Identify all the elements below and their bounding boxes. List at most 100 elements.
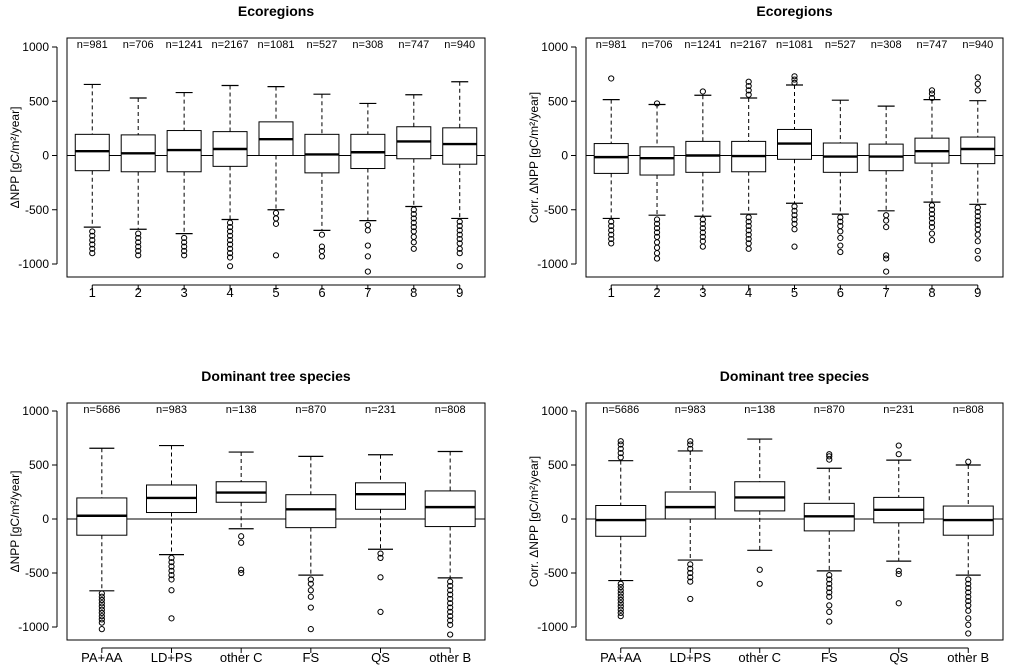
outlier-point xyxy=(608,231,615,238)
outlier-point xyxy=(307,593,314,600)
outlier-point xyxy=(791,243,798,250)
outlier-point xyxy=(965,458,972,465)
outlier-point xyxy=(168,559,175,566)
outlier-point xyxy=(410,224,417,231)
outlier-point xyxy=(745,218,752,225)
outlier-point xyxy=(135,239,142,246)
outlier-point xyxy=(756,566,763,573)
x-tick-label: 5 xyxy=(791,285,798,300)
outlier-point xyxy=(883,224,890,231)
outlier-point xyxy=(410,233,417,240)
box-3 xyxy=(685,88,721,250)
outlier-point xyxy=(272,220,280,227)
box-3 xyxy=(166,91,202,259)
outlier-point xyxy=(238,569,245,577)
box-9 xyxy=(960,74,996,262)
x-tick-label: 6 xyxy=(318,285,325,300)
x-tick-label: 6 xyxy=(837,285,844,300)
outlier-point xyxy=(226,241,234,248)
outlier-point xyxy=(895,567,902,574)
outlier-point xyxy=(965,589,972,596)
outlier-point xyxy=(687,569,694,577)
n-label: n=1241 xyxy=(166,39,203,51)
outlier-point xyxy=(928,90,936,97)
outlier-point xyxy=(181,239,188,246)
outlier-point xyxy=(837,234,844,242)
outlier-point xyxy=(410,210,417,218)
outlier-point xyxy=(826,453,833,460)
n-label: n=983 xyxy=(156,404,187,416)
outlier-point xyxy=(410,219,417,226)
outlier-point xyxy=(895,442,902,449)
outlier-point xyxy=(974,80,981,87)
outlier-point xyxy=(826,608,833,615)
outlier-point xyxy=(928,230,936,237)
outlier-point xyxy=(826,572,833,579)
outlier-point xyxy=(928,206,936,213)
outlier-point xyxy=(974,217,981,224)
outlier-point xyxy=(364,227,371,234)
outlier-point xyxy=(974,208,981,216)
x-tick-label: 4 xyxy=(226,285,233,300)
n-label: n=231 xyxy=(883,404,914,416)
chart-title: Dominant tree species xyxy=(720,368,870,384)
outlier-point xyxy=(617,609,624,617)
outlier-point xyxy=(318,231,326,238)
n-label: n=2167 xyxy=(212,39,249,51)
outlier-point xyxy=(791,203,798,210)
outlier-point xyxy=(928,202,936,209)
outlier-point xyxy=(447,613,454,620)
outlier-point xyxy=(608,240,615,247)
outlier-point xyxy=(745,82,752,90)
box-8 xyxy=(396,94,432,252)
box-1 xyxy=(595,438,647,620)
outlier-point xyxy=(895,451,902,458)
n-label: n=870 xyxy=(814,404,845,416)
outlier-point xyxy=(98,613,105,620)
outlier-point xyxy=(837,218,844,225)
n-label: n=706 xyxy=(123,39,154,51)
box-2 xyxy=(146,444,197,622)
outlier-point xyxy=(98,616,105,623)
outlier-point xyxy=(965,607,972,614)
outlier-point xyxy=(745,214,752,221)
x-tick-label: FS xyxy=(303,650,320,665)
outlier-point xyxy=(608,218,615,225)
box-6 xyxy=(822,99,858,256)
outlier-point xyxy=(181,247,188,255)
n-label: n=1081 xyxy=(776,39,813,51)
outlier-point xyxy=(974,221,981,229)
x-tick-label: other B xyxy=(947,650,989,665)
x-tick-label: other B xyxy=(429,650,471,665)
outlier-point xyxy=(653,250,661,257)
outlier-point xyxy=(226,250,234,257)
outlier-point xyxy=(895,600,902,607)
outlier-point xyxy=(883,217,890,224)
y-tick-label: 500 xyxy=(548,94,568,108)
outlier-point xyxy=(826,576,833,583)
outlier-point xyxy=(745,78,752,85)
outlier-point xyxy=(653,100,661,107)
outlier-point xyxy=(226,254,234,261)
panel-3: Dominant tree species -1000 -500 0 500 1000 ΔN… xyxy=(8,368,486,665)
n-label: n=870 xyxy=(295,404,326,416)
outlier-point xyxy=(974,231,981,238)
outlier-point xyxy=(965,585,972,592)
box-6 xyxy=(304,93,340,260)
iqr-box xyxy=(960,136,996,165)
y-tick-label: 1000 xyxy=(541,404,568,418)
plot-frame xyxy=(66,402,486,641)
outlier-point xyxy=(89,245,96,252)
y-axis-label: Corr. ΔNPP [gC/m²/year] xyxy=(527,456,541,587)
outlier-point xyxy=(687,574,694,581)
outlier-point xyxy=(226,228,234,235)
outlier-point xyxy=(89,250,96,257)
outlier-point xyxy=(89,232,96,239)
x-tick-label: 8 xyxy=(410,285,417,300)
outlier-point xyxy=(687,561,694,568)
outlier-point xyxy=(965,621,972,628)
x-tick-label: 7 xyxy=(883,285,890,300)
outlier-point xyxy=(895,570,902,578)
outlier-point xyxy=(318,253,326,260)
outlier-point xyxy=(307,587,314,594)
